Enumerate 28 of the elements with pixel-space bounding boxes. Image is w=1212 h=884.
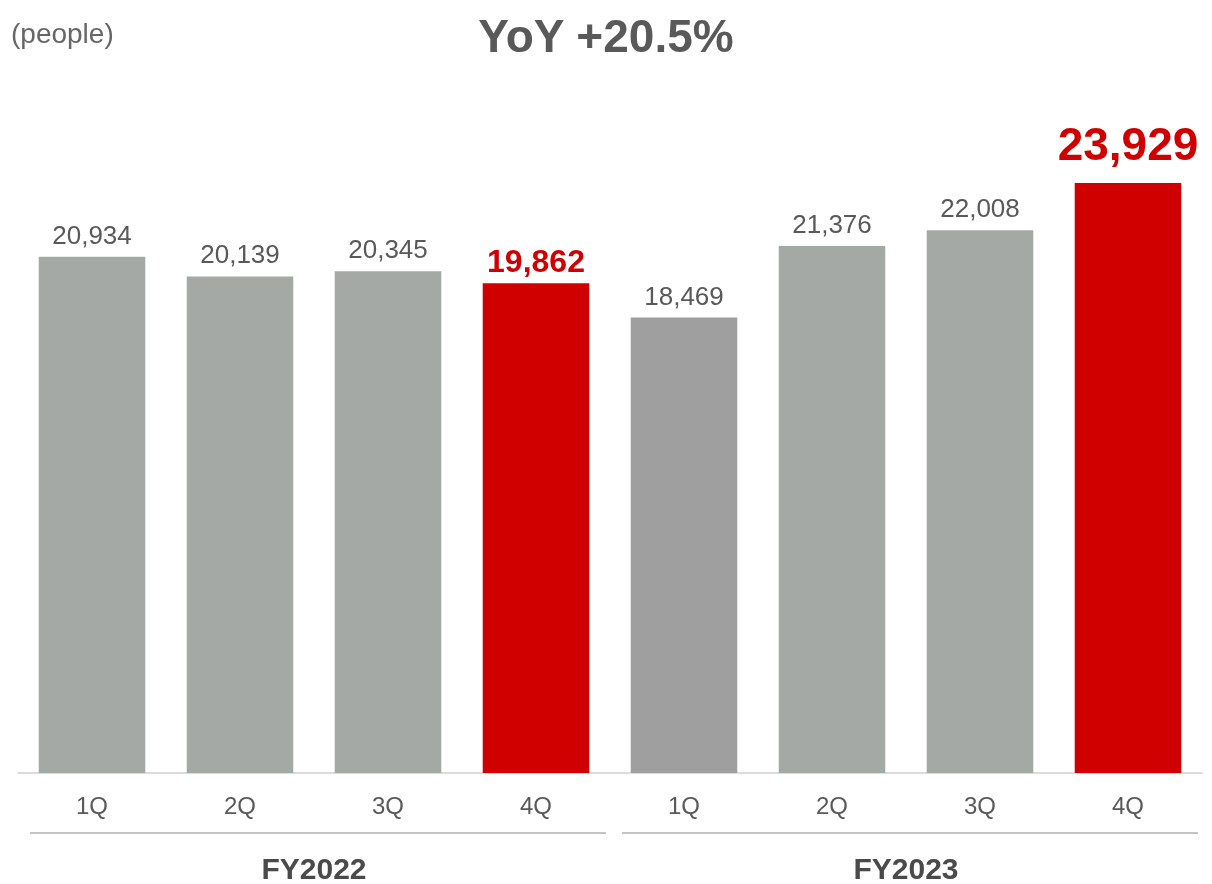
bar bbox=[778, 245, 886, 773]
x-tick-label: 1Q bbox=[667, 791, 701, 819]
x-tick-label: 4Q bbox=[1111, 791, 1145, 819]
bar bbox=[186, 276, 294, 773]
bar bbox=[334, 271, 442, 773]
chart-title: YoY +20.5% bbox=[478, 10, 734, 62]
data-label: 20,345 bbox=[348, 234, 428, 265]
text: FY2022 bbox=[261, 851, 367, 884]
y-axis-title: (people) bbox=[11, 17, 114, 49]
bar bbox=[926, 230, 1034, 773]
data-label: 20,139 bbox=[200, 239, 280, 270]
bar bbox=[1074, 183, 1182, 773]
x-tick-label: 1Q bbox=[75, 791, 109, 819]
x-tick-label: 3Q bbox=[371, 791, 405, 819]
data-label: 21,376 bbox=[792, 208, 872, 239]
data-label: 18,469 bbox=[644, 280, 724, 311]
bar bbox=[482, 283, 590, 773]
x-tick-label: 2Q bbox=[223, 791, 257, 819]
data-label: 19,862 bbox=[487, 243, 585, 280]
data-label: 20,934 bbox=[52, 219, 132, 250]
x-tick-label: 4Q bbox=[519, 791, 553, 819]
bar bbox=[38, 256, 146, 773]
x-tick-label: 3Q bbox=[963, 791, 997, 819]
data-label: 22,008 bbox=[940, 193, 1020, 224]
data-label: 23,929 bbox=[1057, 118, 1199, 170]
text: FY2023 bbox=[853, 851, 959, 884]
bar bbox=[630, 317, 738, 773]
x-tick-label: 2Q bbox=[815, 791, 849, 819]
